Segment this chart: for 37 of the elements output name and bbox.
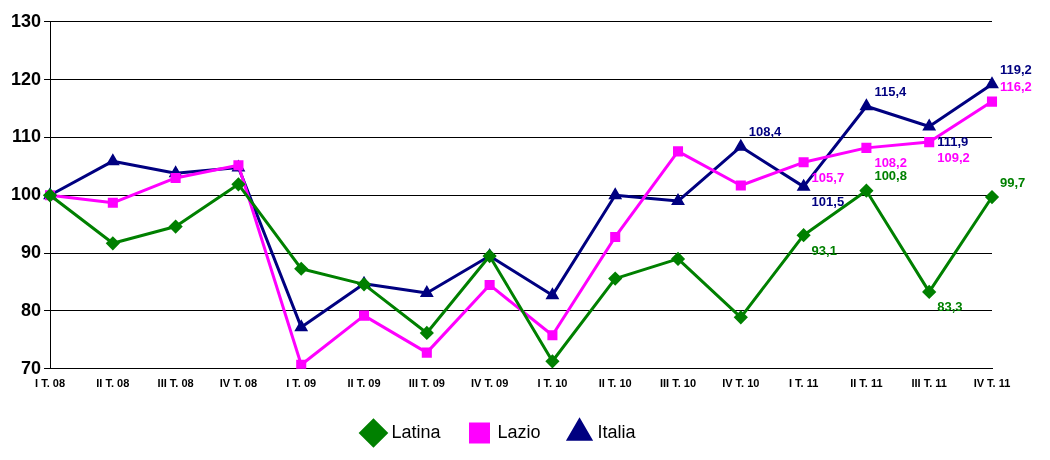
x-tick-label: IV T. 10: [722, 377, 760, 390]
x-tick-label: IV T. 08: [219, 377, 258, 390]
data-label: 116,2: [1000, 79, 1032, 95]
x-tick-label: III T. 08: [157, 377, 194, 390]
x-tick-label: I T. 10: [537, 377, 568, 390]
y-tick-label: 80: [21, 299, 42, 320]
data-label: 101,5: [811, 194, 845, 210]
data-label: 111,9: [937, 134, 969, 150]
y-tick-label: 110: [11, 126, 42, 147]
x-tick-label: II T. 09: [347, 377, 381, 390]
data-label: 99,7: [1000, 174, 1026, 190]
x-tick-label: I T. 08: [35, 377, 66, 390]
data-label: 115,4: [874, 83, 907, 99]
legend-label: Lazio: [497, 421, 541, 442]
y-tick-label: 70: [21, 357, 42, 378]
x-tick-label: III T. 09: [408, 377, 445, 390]
x-tick-label: III T. 10: [659, 377, 697, 390]
data-label: 100,8: [874, 168, 907, 184]
x-tick-label: I T. 11: [788, 377, 819, 390]
legend-label: Latina: [391, 421, 442, 442]
data-label: 108,2: [874, 155, 907, 171]
y-tick-label: 130: [10, 10, 42, 31]
x-tick-label: IV T. 11: [973, 377, 1011, 390]
data-label: 109,2: [937, 149, 970, 165]
x-tick-label: II T. 11: [850, 377, 883, 390]
data-label: 105,7: [811, 169, 845, 185]
x-tick-label: I T. 09: [286, 377, 317, 390]
x-tick-label: III T. 11: [911, 377, 947, 390]
x-tick-label: II T. 08: [96, 377, 130, 390]
legend-label: Italia: [597, 421, 637, 442]
x-tick-label: IV T. 09: [470, 377, 509, 390]
x-tick-label: II T. 10: [598, 377, 632, 390]
data-label: 119,2: [1000, 61, 1032, 77]
y-tick-label: 120: [10, 68, 42, 89]
y-tick-label: 100: [10, 184, 42, 205]
y-tick-label: 90: [21, 242, 42, 263]
data-label: 108,4: [748, 124, 783, 140]
